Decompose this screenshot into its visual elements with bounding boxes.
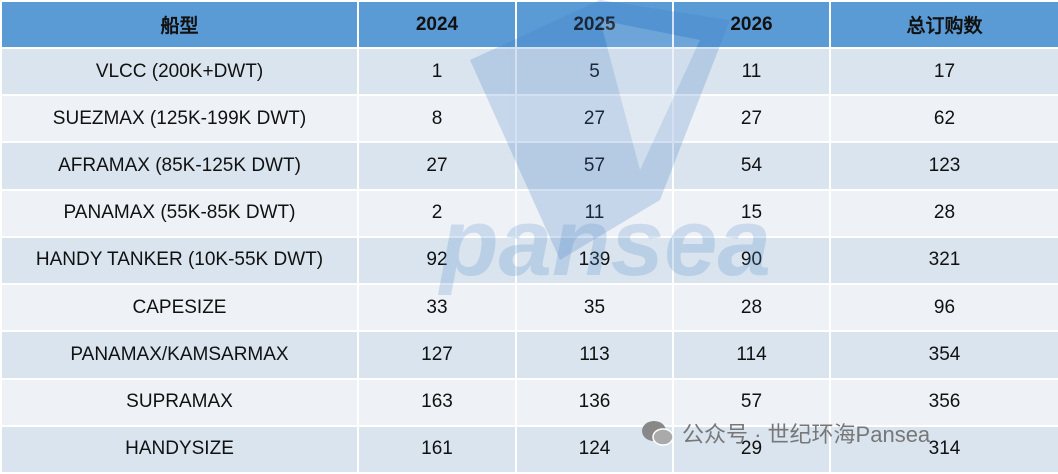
value-cell: 136 [515,377,674,427]
value-cell: 28 [672,283,831,333]
value-cell: 8 [357,94,517,144]
table-row: PANAMAX/KAMSARMAX 127 113 114 354 [0,330,1058,380]
table-row: AFRAMAX (85K-125K DWT) 27 57 54 123 [0,141,1058,191]
header-cell: 2025 [515,0,674,49]
value-cell: 2 [357,188,517,238]
value-cell: 11 [515,188,674,238]
value-cell: 17 [829,46,1058,97]
watermark-caption: 公众号 · 世纪环海Pansea [640,418,930,448]
ship-type-cell: HANDYSIZE [0,424,359,474]
value-cell: 90 [672,235,831,286]
value-cell: 163 [357,377,517,427]
ship-type-cell: PANAMAX/KAMSARMAX [0,330,359,380]
value-cell: 356 [829,377,1058,427]
header-cell: 船型 [0,0,359,49]
value-cell: 11 [672,46,831,97]
value-cell: 96 [829,283,1058,333]
value-cell: 35 [515,283,674,333]
value-cell: 92 [357,235,517,286]
value-cell: 27 [672,94,831,144]
table-row: SUPRAMAX 163 136 57 356 [0,377,1058,427]
value-cell: 29 [672,424,831,474]
ship-type-cell: AFRAMAX (85K-125K DWT) [0,141,359,191]
header-row: 船型 2024 2025 2026 总订购数 [0,0,1058,49]
value-cell: 123 [829,141,1058,191]
value-cell: 139 [515,235,674,286]
ship-type-cell: SUEZMAX (125K-199K DWT) [0,94,359,144]
value-cell: 5 [515,46,674,97]
ship-type-cell: VLCC (200K+DWT) [0,46,359,97]
value-cell: 62 [829,94,1058,144]
table-row: HANDYSIZE 161 124 29 314 [0,424,1058,474]
ship-type-cell: SUPRAMAX [0,377,359,427]
table-row: VLCC (200K+DWT) 1 5 11 17 [0,46,1058,97]
value-cell: 57 [515,141,674,191]
value-cell: 33 [357,283,517,333]
value-cell: 114 [672,330,831,380]
header-cell: 2024 [357,0,517,49]
value-cell: 57 [672,377,831,427]
table-row: SUEZMAX (125K-199K DWT) 8 27 27 62 [0,94,1058,144]
value-cell: 321 [829,235,1058,286]
ship-type-cell: PANAMAX (55K-85K DWT) [0,188,359,238]
header-cell: 总订购数 [829,0,1058,49]
ship-type-cell: HANDY TANKER (10K-55K DWT) [0,235,359,286]
wechat-icon [642,421,674,446]
value-cell: 54 [672,141,831,191]
ship-type-cell: CAPESIZE [0,283,359,333]
value-cell: 127 [357,330,517,380]
caption-text: 公众号 · 世纪环海Pansea [682,422,931,447]
value-cell: 113 [515,330,674,380]
table-row: CAPESIZE 33 35 28 96 [0,283,1058,333]
header-cell: 2026 [672,0,831,49]
value-cell: 27 [357,141,517,191]
value-cell: 354 [829,330,1058,380]
value-cell: 1 [357,46,517,97]
value-cell: 124 [515,424,674,474]
table-row: PANAMAX (55K-85K DWT) 2 11 15 28 [0,188,1058,238]
table-row: HANDY TANKER (10K-55K DWT) 92 139 90 321 [0,235,1058,286]
value-cell: 161 [357,424,517,474]
value-cell: 15 [672,188,831,238]
value-cell: 314 [829,424,1058,474]
value-cell: 27 [515,94,674,144]
value-cell: 28 [829,188,1058,238]
